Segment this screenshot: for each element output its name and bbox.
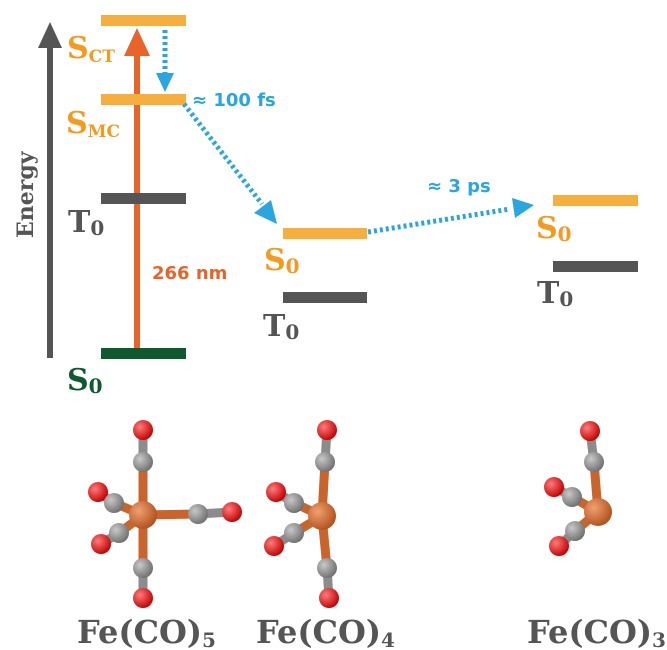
excitation-arrow [124,28,150,350]
smc-to-s0-arrow-line [182,102,264,206]
annotations: 266 nm ≈ 100 fs ≈ 3 ps [152,90,491,284]
label-s0-b: S0 [264,243,300,278]
fe-co-4-structure [264,420,339,608]
label-t0-c: T0 [537,276,573,311]
sct-to-smc-arrowhead [156,73,174,92]
label-s-mc: SMC [66,106,120,142]
energy-levels [101,15,638,359]
label-s0-c: S0 [536,211,572,246]
level-t0-c [553,261,638,272]
energy-axis: Energy [13,22,62,358]
level-t0-a [101,193,186,204]
level-t0-b [283,292,367,303]
excitation-wavelength-label: 266 nm [152,263,227,284]
s0-to-s0-arrowhead [512,198,534,218]
label-s0-ground: S0 [67,363,103,398]
label-s-ct: SCT [67,31,115,67]
relaxation-arrows [156,30,534,235]
level-s0-b [283,228,367,239]
slow-timescale-label: ≈ 3 ps [427,176,491,197]
label-fe-co-5: Fe(CO)5 [77,613,216,650]
label-t0-b: T0 [263,309,299,344]
level-s0-ground [101,348,186,359]
smc-to-s0-arrowhead [254,200,277,224]
energy-axis-arrowhead [38,22,62,48]
molecule-labels: Fe(CO)5 Fe(CO)4 Fe(CO)3 [77,613,666,650]
label-fe-co-3: Fe(CO)3 [527,613,666,650]
excitation-arrowhead [124,28,150,56]
fe-co-5-structure [88,420,242,608]
energy-axis-label: Energy [13,150,39,238]
label-t0-a: T0 [68,205,104,240]
level-s-mc [101,94,186,105]
level-s-ct [101,15,186,26]
state-labels: SCT SMC T0 S0 S0 T0 S0 T0 [66,31,573,398]
level-s0-c [553,195,638,206]
fast-timescale-label: ≈ 100 fs [192,90,276,111]
s0-to-s0-arrow-line [367,206,511,235]
label-fe-co-4: Fe(CO)4 [256,613,395,650]
fe-co-3-structure [544,421,612,556]
